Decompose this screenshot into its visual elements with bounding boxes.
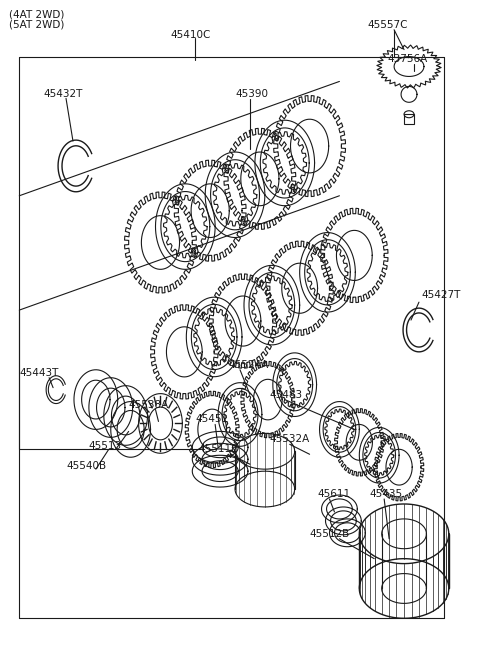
Text: 45538A: 45538A bbox=[129, 400, 169, 409]
Text: 45451: 45451 bbox=[195, 415, 228, 424]
Text: 45435: 45435 bbox=[369, 489, 402, 499]
Bar bbox=[404, 114, 414, 124]
Text: 45511E: 45511E bbox=[198, 444, 238, 455]
Text: 45410C: 45410C bbox=[170, 30, 211, 40]
Text: 45540B: 45540B bbox=[66, 461, 106, 471]
Text: 45390: 45390 bbox=[235, 89, 268, 100]
Text: 45432T: 45432T bbox=[43, 89, 83, 100]
Text: 45532A: 45532A bbox=[270, 434, 310, 444]
Text: 45443T: 45443T bbox=[19, 368, 59, 378]
Text: (5AT 2WD): (5AT 2WD) bbox=[9, 20, 65, 30]
Text: 43756A: 43756A bbox=[387, 54, 427, 64]
Text: 45513: 45513 bbox=[89, 441, 122, 451]
Text: 45611: 45611 bbox=[318, 489, 351, 499]
Text: 45512B: 45512B bbox=[310, 529, 350, 539]
Text: 45557C: 45557C bbox=[367, 20, 408, 30]
Text: (4AT 2WD): (4AT 2WD) bbox=[9, 10, 65, 20]
Text: 45524A: 45524A bbox=[228, 359, 268, 370]
Text: 45483: 45483 bbox=[270, 390, 303, 400]
Text: 45427T: 45427T bbox=[421, 290, 460, 300]
